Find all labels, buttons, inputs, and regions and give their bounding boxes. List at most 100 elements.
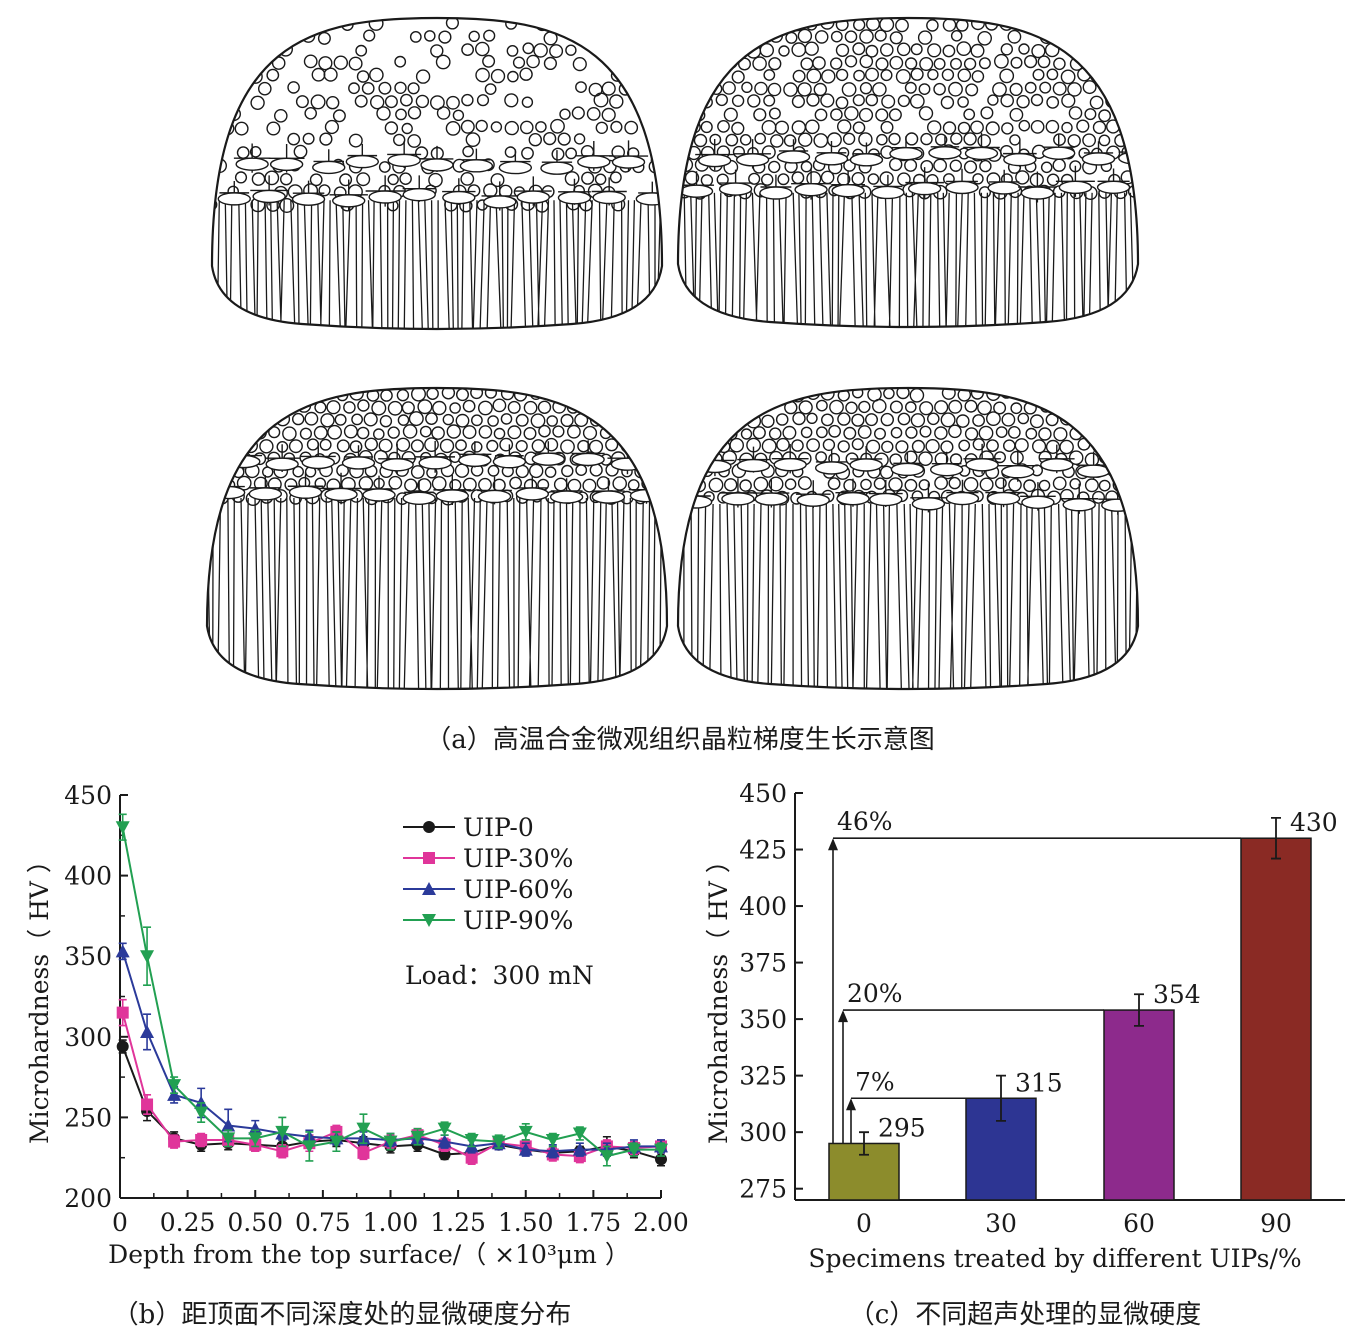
data-point — [383, 1135, 398, 1149]
legend-marker — [422, 914, 436, 927]
data-point — [140, 1024, 155, 1038]
data-point — [518, 1125, 533, 1139]
data-point — [141, 1098, 154, 1111]
data-point — [221, 1118, 236, 1132]
data-point — [437, 1134, 452, 1148]
x-tick-label: 0.25 — [160, 1208, 216, 1237]
x-tick-label: 60 — [1123, 1209, 1155, 1238]
data-point — [654, 1143, 668, 1157]
arrow-head — [828, 838, 838, 851]
equiaxed-grains — [212, 18, 662, 213]
data-point — [545, 1133, 560, 1147]
data-point — [572, 1142, 587, 1156]
grain-dome-3 — [205, 386, 669, 691]
bar-value-label: 430 — [1290, 808, 1338, 837]
columnar-grains — [678, 192, 1138, 327]
growth-annotations: 7% 20% 46% — [828, 807, 1241, 1144]
legend-label: UIP-30% — [463, 844, 573, 873]
y-tick-label: 425 — [739, 836, 787, 865]
line-chart-microhardness-depth: 200 250 300 350 400 450 0 0.25 0.50 0.75 1.00 1.25 1… — [25, 781, 689, 1269]
legend-marker — [422, 882, 436, 895]
dome-outline — [205, 386, 669, 691]
data-point — [167, 1087, 182, 1101]
data-point — [116, 1006, 129, 1019]
x-tick-label: 0.50 — [227, 1208, 283, 1237]
x-tick-label: 0.75 — [295, 1208, 351, 1237]
y-axis-label: Microhardness（ HV ） — [704, 848, 733, 1144]
bar-value-label: 295 — [878, 1113, 926, 1142]
data-point — [116, 1040, 129, 1053]
data-point — [491, 1135, 506, 1149]
increase-label: 7% — [855, 1067, 895, 1096]
dome-outline — [210, 16, 664, 331]
data-point — [140, 950, 155, 964]
data-point — [437, 1122, 452, 1136]
data-point — [572, 1127, 587, 1141]
data-point — [221, 1132, 236, 1146]
x-tick-label: 1.75 — [566, 1208, 622, 1237]
x-tick-label: 1.50 — [498, 1208, 554, 1237]
y-tick-label: 200 — [64, 1184, 112, 1213]
x-axis-label: Depth from the top surface/（ ×10³μm ） — [108, 1240, 630, 1269]
data-point — [465, 1151, 478, 1164]
x-tick-label: 1.00 — [363, 1208, 419, 1237]
y-tick-label: 375 — [739, 949, 787, 978]
data-point — [599, 1150, 614, 1164]
error-bar — [1134, 993, 1144, 1027]
x-tick-label: 2.00 — [633, 1208, 689, 1237]
grain-dome-1 — [210, 16, 664, 331]
dendritic-grains — [217, 140, 662, 211]
dendritic-grains — [211, 436, 667, 505]
columnar-grains — [212, 200, 662, 329]
y-tick-label: 450 — [739, 779, 787, 808]
y-tick-label: 350 — [64, 942, 112, 971]
x-tick-label: 90 — [1260, 1209, 1292, 1238]
y-tick-label: 275 — [739, 1175, 787, 1204]
bar — [1240, 837, 1312, 1201]
data-point — [248, 1121, 263, 1135]
x-tick-label: 0 — [856, 1209, 872, 1238]
arrow-head — [838, 1010, 848, 1023]
data-point — [115, 821, 130, 835]
data-point — [545, 1144, 560, 1158]
data-point — [356, 1122, 371, 1136]
y-tick-label: 400 — [739, 892, 787, 921]
x-axis-label: Specimens treated by different UIPs/% — [808, 1244, 1301, 1273]
columnar-grains — [678, 503, 1138, 689]
y-tick-label: 400 — [64, 862, 112, 891]
data-point — [275, 1125, 290, 1139]
arrow-head — [846, 1098, 856, 1111]
panel-b-caption: （b）距顶面不同深度处的显微硬度分布 — [113, 1300, 572, 1330]
error-bar — [1271, 816, 1281, 860]
equiaxed-grains — [678, 18, 1138, 200]
data-point — [626, 1143, 641, 1157]
dome-outline — [676, 386, 1140, 691]
legend-marker — [423, 821, 435, 833]
data-point — [410, 1130, 425, 1144]
data-point — [194, 1106, 209, 1120]
equiaxed-grains — [678, 388, 1138, 506]
data-point — [115, 944, 130, 958]
grain-dome-4 — [676, 386, 1140, 691]
y-tick-label: 350 — [739, 1005, 787, 1034]
y-tick-label: 450 — [64, 781, 112, 810]
data-point — [167, 1079, 182, 1093]
data-point — [195, 1133, 208, 1146]
legend-label: UIP-60% — [463, 875, 573, 904]
data-point — [276, 1145, 289, 1158]
grain-gradient-schematic — [205, 16, 1140, 691]
y-axis-label: Microhardness（ HV ） — [25, 848, 54, 1144]
y-tick-label: 300 — [739, 1118, 787, 1147]
increase-label: 46% — [837, 807, 893, 836]
legend-label: UIP-90% — [463, 906, 573, 935]
panel-b-load-note: Load：300 mN — [405, 961, 594, 990]
error-bar — [859, 1131, 869, 1156]
x-tick-label: 0 — [112, 1208, 128, 1237]
data-point — [518, 1142, 533, 1156]
bar-value-label: 315 — [1015, 1068, 1063, 1097]
bar — [1103, 1009, 1175, 1201]
panel-a-caption: （a）高温合金微观组织晶粒梯度生长示意图 — [425, 725, 935, 755]
